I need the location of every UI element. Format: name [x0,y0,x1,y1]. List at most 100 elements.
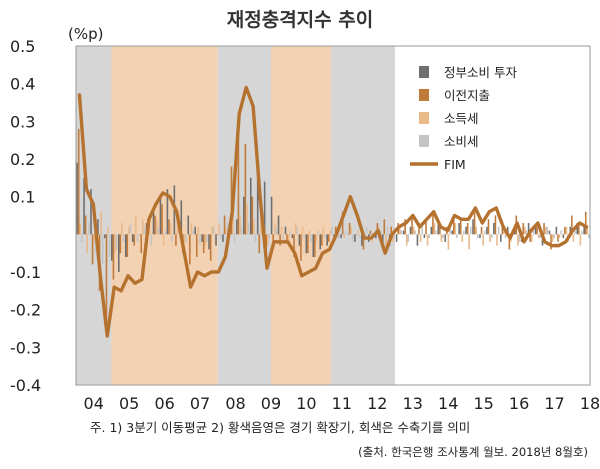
bar-0-43 [374,234,377,239]
bar-2-60 [496,234,498,246]
bar-3-32 [303,234,305,239]
bar-1-54 [452,215,455,235]
bar-0-34 [312,234,315,257]
source-note: (출처. 한국은행 조사통계 월보. 2018년 8월호) [358,445,588,459]
bar-0-30 [284,226,287,235]
bar-0-1 [83,177,85,235]
bar-3-59 [490,234,493,239]
bar-0-62 [506,226,509,235]
bar-1-21 [223,215,226,235]
bar-2-70 [565,226,568,235]
bar-1-71 [571,215,573,235]
bar-2-11 [155,219,158,235]
bar-1-9 [140,234,142,254]
bar-3-29 [282,234,285,242]
bar-1-65 [529,234,531,242]
bar-1-20 [216,234,219,235]
y-unit-label: (%p) [68,25,103,43]
bar-3-46 [400,230,403,235]
bar-0-47 [402,230,405,235]
bar-3-60 [497,226,500,235]
bar-2-24 [246,204,248,235]
bar-1-60 [494,215,497,235]
bar-1-0 [77,128,80,235]
bar-0-23 [236,219,238,235]
bar-0-33 [305,234,308,254]
bar-1-37 [334,226,337,235]
bar-0-56 [465,226,467,235]
bar-0-13 [166,189,169,235]
bar-2-12 [162,234,165,246]
bar-3-21 [226,223,229,235]
fim-line [77,85,589,338]
bar-2-35 [322,226,325,235]
bar-2-30 [287,234,290,242]
legend-label: FIM [444,157,466,172]
y-tick-label: -0.4 [10,376,41,395]
bar-1-29 [279,234,281,246]
bar-2-9 [141,219,144,235]
bar-3-49 [421,226,423,235]
bar-3-55 [463,230,465,235]
bar-1-48 [411,215,413,235]
bar-1-70 [564,226,566,235]
bar-1-38 [341,211,344,235]
x-tick-label: 06 [154,394,174,413]
bar-2-1 [86,234,88,254]
bar-3-58 [483,230,486,235]
bar-2-55 [461,234,464,242]
bar-3-69 [560,230,562,235]
bar-3-23 [240,226,243,235]
bar-2-63 [517,234,519,246]
bar-2-38 [343,234,345,239]
bar-1-42 [369,230,372,235]
x-tick-label: 09 [261,394,281,413]
bar-3-54 [456,234,458,239]
bar-0-12 [159,196,162,235]
bar-3-3 [101,234,104,265]
bar-2-33 [308,230,311,235]
bar-0-31 [291,234,294,239]
bar-1-56 [466,223,469,235]
bar-3-33 [310,234,312,242]
bar-1-8 [133,234,136,246]
bar-1-57 [473,211,476,235]
bar-0-70 [562,234,565,239]
bar-1-7 [126,234,129,257]
bar-3-25 [254,234,257,242]
bar-0-36 [326,234,328,246]
bar-3-67 [546,226,549,235]
shade-expansion-1 [111,46,218,385]
bar-2-34 [315,234,318,242]
bar-3-56 [470,226,472,235]
y-tick-label: -0.1 [10,263,41,282]
business-cycle-shading [76,46,396,385]
bar-1-4 [105,234,108,325]
x-tick-label: 13 [403,394,423,413]
bar-2-20 [218,223,220,235]
bar-2-8 [135,215,137,235]
bar-3-18 [206,234,208,242]
bar-1-59 [487,219,490,235]
legend-label: 소비세 [444,134,479,149]
bar-2-40 [357,230,359,235]
bar-2-44 [385,234,387,246]
x-tick-label: 14 [438,394,458,413]
bar-2-22 [232,211,234,235]
bar-1-66 [536,226,538,235]
bar-1-16 [189,234,191,265]
bar-2-2 [93,234,95,242]
bar-3-43 [379,230,382,235]
bar-2-71 [572,234,575,242]
bar-2-36 [329,230,332,235]
bar-3-38 [344,230,347,235]
bar-1-45 [390,226,393,235]
bar-1-39 [348,223,351,235]
bar-3-4 [108,234,111,257]
bar-2-39 [350,226,352,235]
x-tick-label: 17 [544,394,564,413]
bar-3-63 [518,234,521,242]
bar-3-53 [449,226,451,235]
bar-1-6 [119,234,122,254]
